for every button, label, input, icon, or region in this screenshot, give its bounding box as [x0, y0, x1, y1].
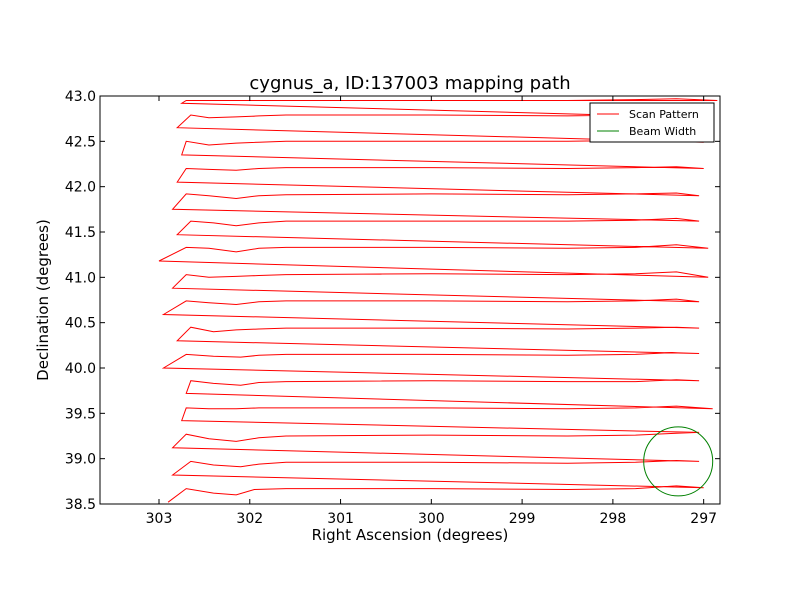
x-tick-label: 299 — [509, 511, 536, 527]
y-tick-label: 43.0 — [65, 89, 96, 105]
x-tick-label: 303 — [146, 511, 173, 527]
y-tick-label: 41.5 — [65, 225, 96, 241]
x-tick-label: 302 — [236, 511, 263, 527]
y-tick-label: 42.5 — [65, 134, 96, 150]
y-tick-label: 40.5 — [65, 316, 96, 332]
chart-title: cygnus_a, ID:137003 mapping path — [249, 73, 570, 94]
y-tick-label: 40.0 — [65, 361, 96, 377]
beam-width-circle — [643, 426, 714, 497]
plot-area — [158, 98, 718, 503]
scan-pattern-line — [158, 98, 718, 503]
y-axis: 38.5 39.0 39.5 40.0 40.5 41.0 41.5 42.0 42.5 43.0 — [65, 89, 720, 513]
legend-scan-label: Scan Pattern — [629, 108, 699, 121]
x-tick-label: 297 — [690, 511, 717, 527]
plot-frame — [99, 95, 721, 505]
x-tick-label: 300 — [418, 511, 445, 527]
legend: Scan Pattern Beam Width — [589, 102, 715, 143]
y-tick-label: 41.0 — [65, 270, 96, 286]
x-tick-label: 301 — [327, 511, 354, 527]
y-tick-label: 39.5 — [65, 406, 96, 422]
y-tick-label: 38.5 — [65, 497, 96, 513]
legend-box — [589, 102, 715, 143]
x-axis: 303 302 301 300 299 298 297 — [146, 96, 717, 527]
y-tick-label: 39.0 — [65, 452, 96, 468]
legend-beam-label: Beam Width — [629, 125, 696, 138]
y-tick-label: 42.0 — [65, 180, 96, 196]
y-axis-label: Declination (degrees) — [34, 219, 52, 381]
x-tick-label: 298 — [600, 511, 627, 527]
x-axis-label: Right Ascension (degrees) — [312, 526, 509, 544]
